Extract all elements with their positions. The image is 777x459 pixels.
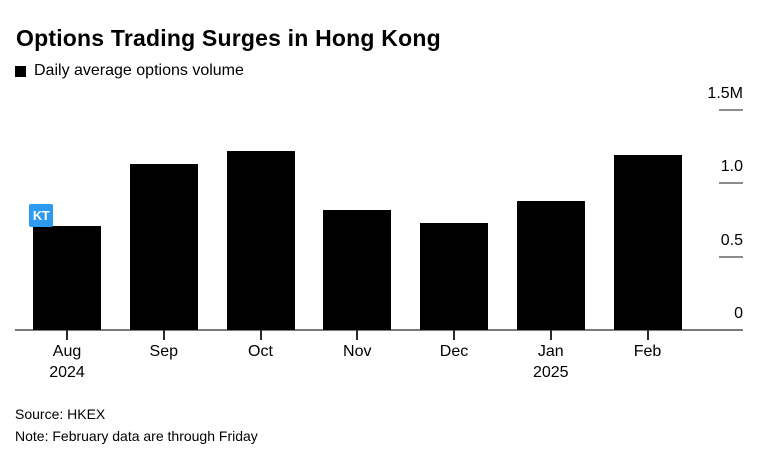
x-axis-line bbox=[15, 329, 743, 331]
year-label: 2025 bbox=[532, 364, 569, 381]
legend-swatch-icon bbox=[15, 65, 26, 77]
x-axis-tick bbox=[453, 330, 455, 340]
x-tick-label-aug: Aug 2024 bbox=[19, 341, 115, 383]
bar-nov bbox=[323, 209, 392, 330]
x-tick-label-dec: Dec bbox=[406, 341, 502, 362]
annotation-badge-kt: KT bbox=[29, 204, 53, 227]
y-tick-dash bbox=[719, 255, 743, 258]
month-label: Jan bbox=[537, 343, 564, 360]
x-tick-label-nov: Nov bbox=[309, 341, 405, 362]
legend-label: Daily average options volume bbox=[34, 62, 244, 79]
data-note: Note: February data are through Friday bbox=[15, 428, 258, 444]
x-tick-label-sep: Sep bbox=[116, 341, 212, 362]
y-tick-label: 1.0 bbox=[720, 158, 743, 176]
y-tick-label: 0.5 bbox=[720, 231, 743, 249]
bar-aug bbox=[33, 225, 101, 330]
month-label: Nov bbox=[343, 343, 372, 360]
x-tick-label-jan: Jan 2025 bbox=[503, 341, 599, 383]
bar-sep bbox=[129, 164, 198, 330]
x-axis-tick bbox=[259, 330, 262, 340]
month-label: Oct bbox=[248, 343, 273, 360]
x-tick-label-feb: Feb bbox=[600, 341, 696, 362]
y-tick-dash bbox=[719, 182, 743, 185]
month-label: Aug bbox=[52, 343, 82, 360]
year-label: 2024 bbox=[49, 364, 85, 381]
legend: Daily average options volume bbox=[15, 62, 244, 80]
x-axis-tick bbox=[162, 330, 165, 340]
x-tick-label-oct: Oct bbox=[213, 341, 309, 362]
y-tick-label: 1.5M bbox=[707, 85, 743, 102]
month-label: Feb bbox=[633, 343, 662, 360]
bar-feb bbox=[613, 155, 682, 330]
x-axis-tick bbox=[646, 330, 649, 340]
x-axis-tick bbox=[549, 330, 552, 340]
chart-title: Options Trading Surges in Hong Kong bbox=[16, 25, 441, 51]
bar-jan bbox=[516, 200, 585, 330]
source-note: Source: HKEX bbox=[15, 406, 106, 422]
y-tick-label: 0 bbox=[734, 305, 743, 322]
x-axis-tick bbox=[356, 330, 359, 340]
y-tick-dash bbox=[719, 109, 743, 111]
bar-dec bbox=[420, 222, 488, 330]
x-axis-tick bbox=[66, 330, 68, 340]
chart-footer: Source: HKEX Note: February data are thr… bbox=[15, 403, 258, 447]
month-label: Dec bbox=[439, 343, 469, 360]
month-label: Sep bbox=[149, 343, 178, 360]
bar-oct bbox=[226, 151, 295, 330]
